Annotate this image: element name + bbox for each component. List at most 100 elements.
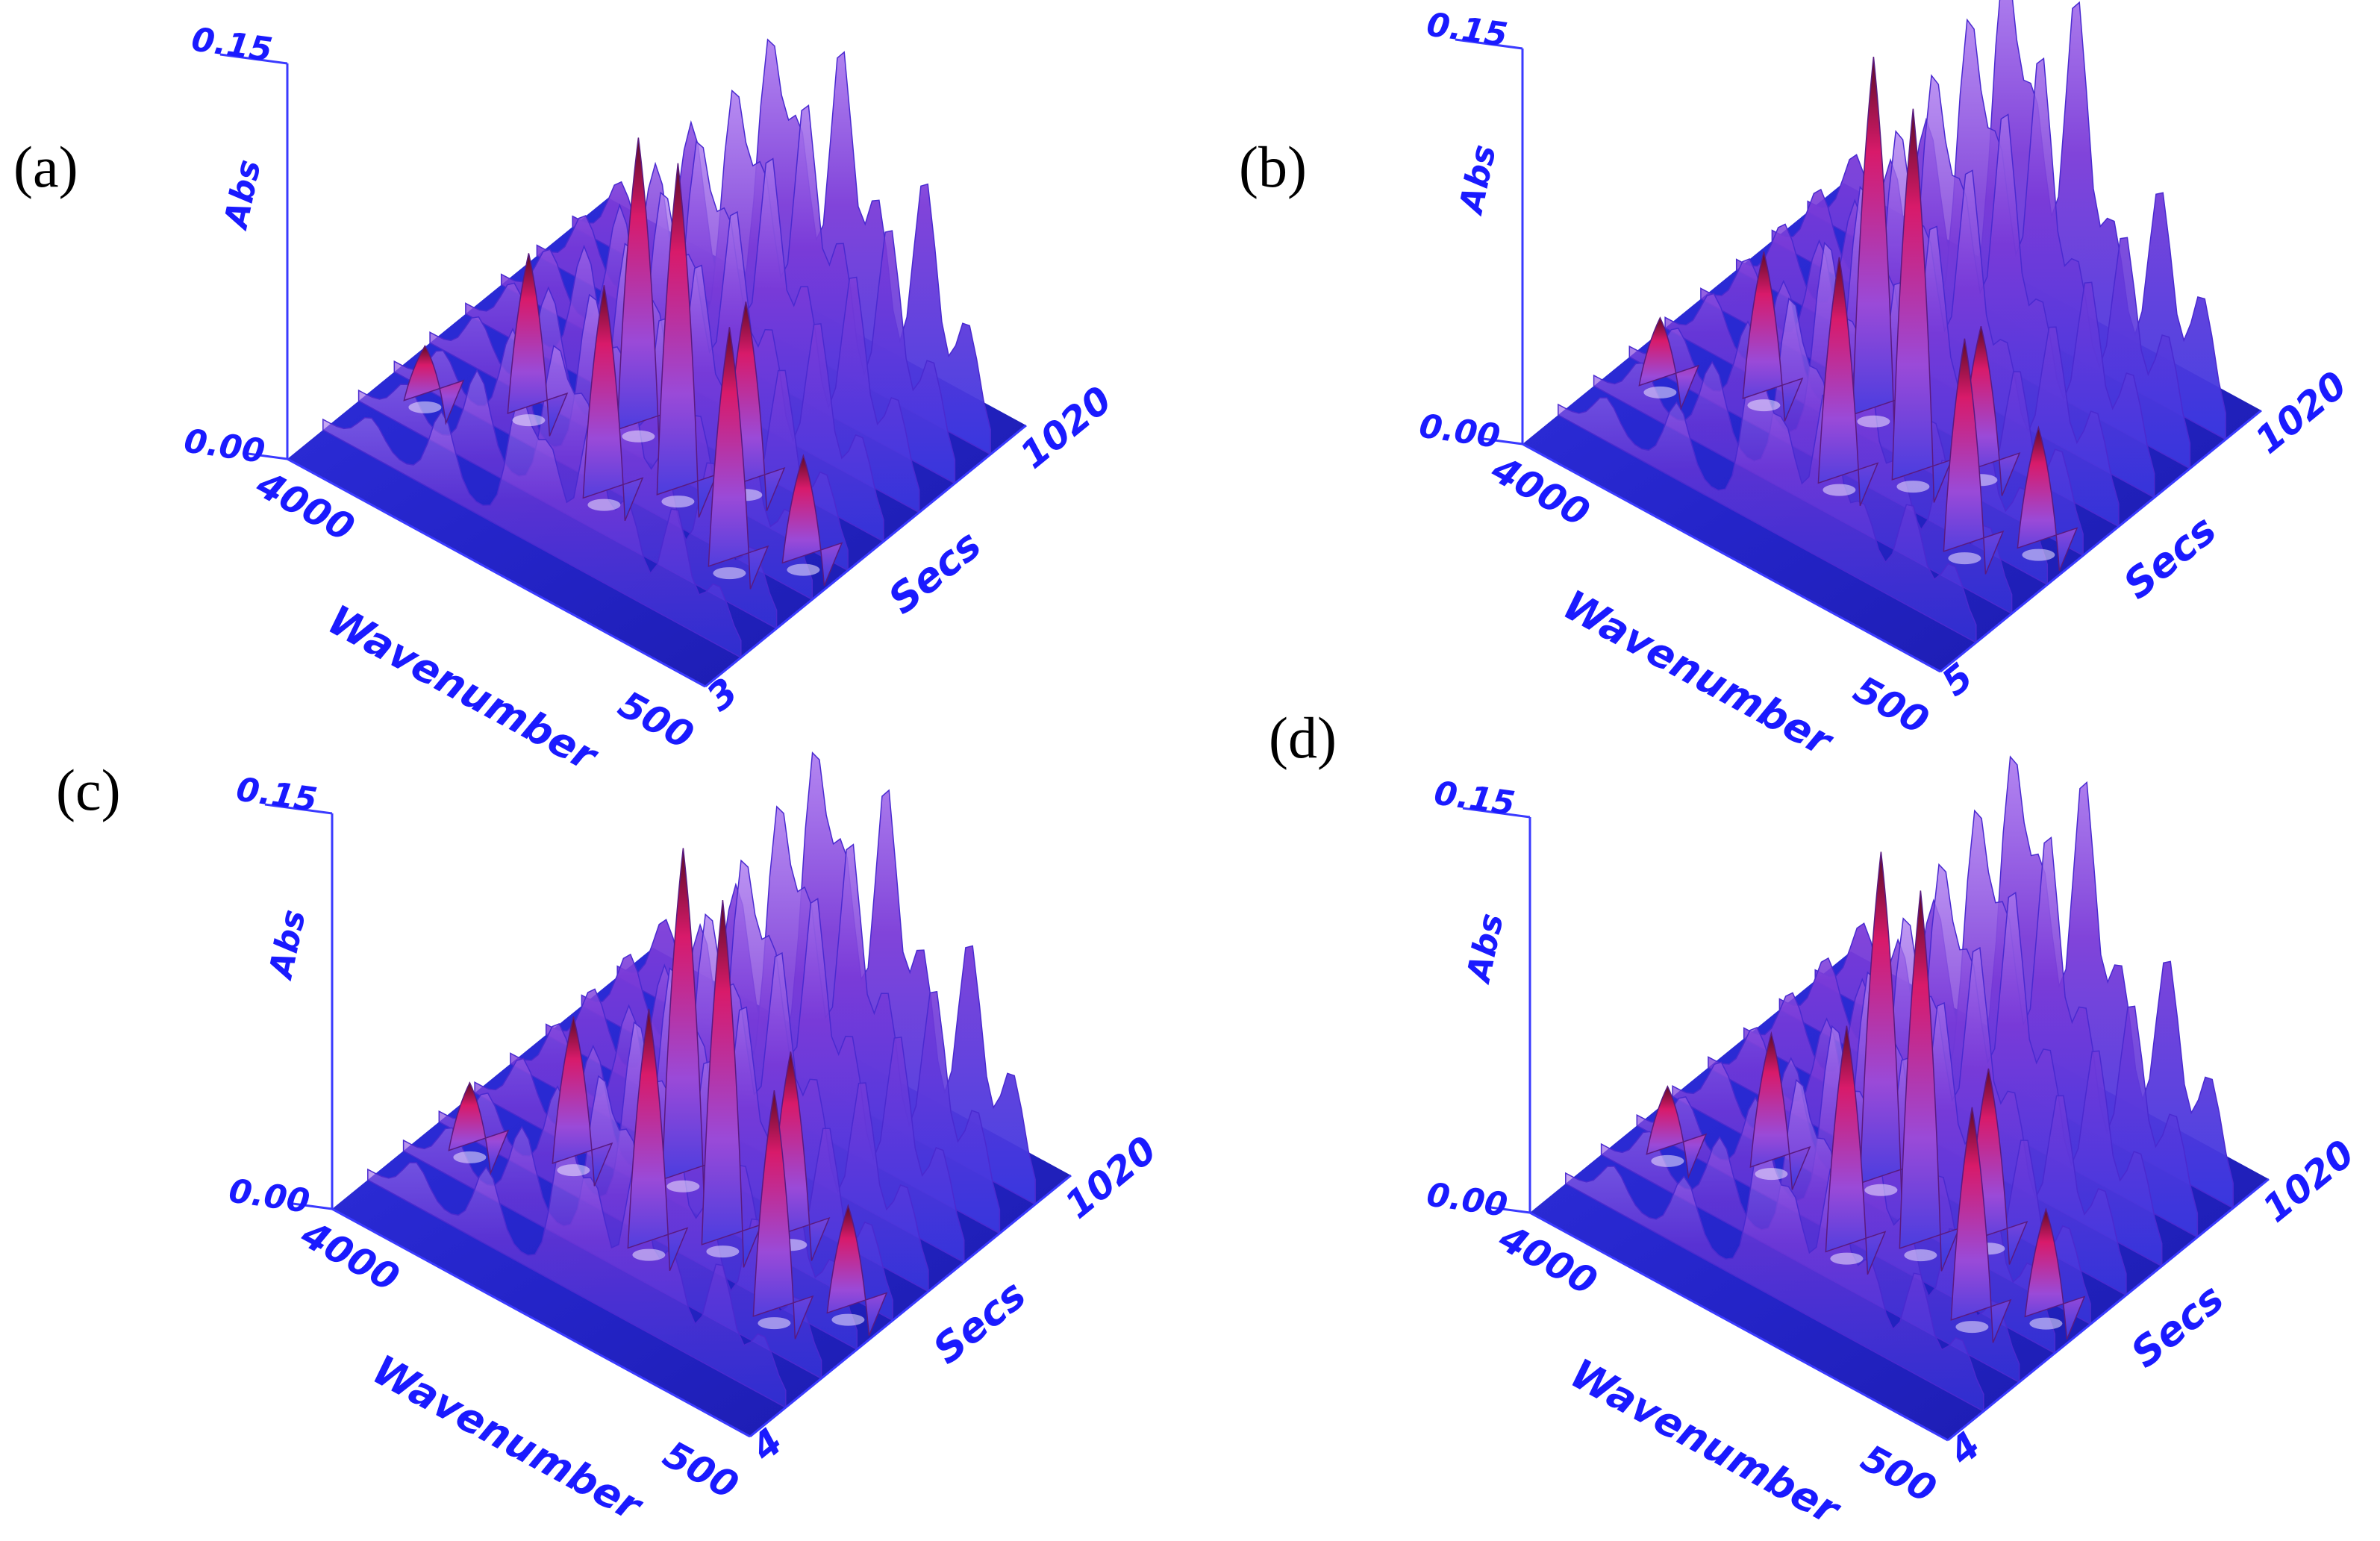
wavenumber-tick-end: 500: [1854, 1437, 1943, 1512]
time-slice-ribbon: [1565, 1133, 1984, 1413]
peak-highlight: [1651, 1154, 1684, 1167]
peak-highlight: [831, 1313, 865, 1326]
time-slice-ribbon: [322, 396, 742, 659]
abs-axis-label: Abs: [1452, 142, 1504, 219]
secs-axis-line: [705, 424, 1027, 688]
panel-label: (a): [13, 134, 78, 199]
wavenumber-tick-end: 500: [656, 1433, 745, 1508]
absorbance-peak: [552, 1016, 613, 1187]
panel-label: (d): [1269, 705, 1337, 770]
secs-axis-label: Secs: [924, 1271, 1034, 1373]
absorbance-peak: [1950, 1107, 2012, 1343]
peak-highlight: [1864, 1184, 1898, 1196]
abs-tick-max: 0.15: [1431, 774, 1517, 823]
secs-axis-label: Secs: [879, 521, 990, 623]
absorbance-peak: [627, 1008, 689, 1272]
absorbance-peak: [448, 1081, 510, 1176]
absorbance-peak: [1852, 57, 1914, 438]
absorbance-peak: [1899, 890, 1961, 1272]
peak-highlight: [787, 563, 820, 576]
abs-axis-label: Abs: [261, 907, 313, 984]
peak-highlight: [632, 1248, 666, 1261]
peak-highlight: [758, 1317, 791, 1330]
abs-tick-max: 0.15: [234, 770, 319, 819]
peak-highlight: [512, 414, 546, 427]
peak-highlight: [1643, 386, 1677, 398]
peak-highlight: [666, 1180, 700, 1193]
wavenumber-axis-line: [1529, 1211, 1949, 1442]
peak-highlight: [557, 1164, 590, 1177]
absorbance-peak: [2024, 1207, 2086, 1340]
absorbance-peak: [1859, 851, 1921, 1207]
abs-axis-tick: [242, 451, 288, 460]
peak-highlight: [622, 430, 655, 443]
secs-tick-end: 1020: [1012, 378, 1120, 477]
absorbance-peak: [708, 327, 769, 590]
abs-axis-tick: [287, 1201, 333, 1210]
peak-highlight: [661, 496, 695, 508]
peak-highlight: [1747, 399, 1781, 412]
absorbance-peak: [1943, 338, 2005, 575]
time-slice-ribbon: [367, 1128, 787, 1409]
absorbance-peak: [582, 285, 644, 522]
abs-tick-min: 0.00: [226, 1172, 312, 1221]
absorbance-peak: [1638, 316, 1700, 411]
secs-axis-label: Secs: [2122, 1275, 2232, 1377]
wavenumber-axis-line: [1522, 443, 1941, 673]
wavenumber-axis-label: Wavenumber: [365, 1346, 652, 1531]
secs-axis-label: Secs: [2114, 506, 2225, 608]
secs-tick-end: 1020: [2247, 363, 2355, 462]
abs-tick-min: 0.00: [1424, 1175, 1510, 1225]
wavenumber-tick-end: 500: [1846, 668, 1935, 743]
absorbance-peak: [1825, 1025, 1887, 1275]
absorbance-peak: [701, 899, 763, 1268]
peak-highlight: [408, 401, 442, 413]
secs-tick-end: 1020: [2255, 1131, 2363, 1231]
abs-axis-tick: [1477, 437, 1523, 446]
panel-label: (b): [1239, 134, 1307, 199]
absorbance-peak: [403, 345, 465, 425]
wavenumber-axis-label: Wavenumber: [1555, 581, 1842, 766]
absorbance-peak: [752, 1090, 814, 1340]
absorbance-peak: [1817, 257, 1879, 507]
secs-axis-line: [749, 1174, 1072, 1438]
peak-highlight: [1955, 1321, 1989, 1334]
secs-axis-line: [1940, 409, 2262, 673]
absorbance-peak: [656, 163, 718, 518]
abs-axis-cap: [1462, 807, 1531, 819]
abs-axis-tick: [1484, 1205, 1531, 1214]
wavenumber-tick-end: 500: [611, 683, 700, 758]
secs-tick-end: 1020: [1057, 1128, 1165, 1227]
absorbance-peak: [507, 253, 569, 437]
absorbance-peak: [1749, 1031, 1811, 1190]
abs-axis-label: Abs: [216, 157, 269, 234]
abs-tick-max: 0.15: [1424, 5, 1510, 54]
peak-highlight: [1948, 552, 1981, 565]
wavenumber-axis-line: [287, 457, 706, 688]
wavenumber-axis-label: Wavenumber: [320, 596, 607, 781]
abs-tick-min: 0.00: [181, 422, 267, 471]
absorbance-peak: [1646, 1085, 1708, 1180]
absorbance-peak: [1742, 251, 1804, 422]
abs-tick-min: 0.00: [1417, 407, 1502, 456]
peak-highlight: [1904, 1249, 1937, 1262]
abs-tick-max: 0.15: [189, 20, 275, 69]
abs-axis-cap: [264, 803, 333, 815]
absorbance-peak: [781, 454, 843, 587]
abs-axis-label: Abs: [1459, 910, 1511, 987]
absorbance-peak: [1891, 108, 1953, 503]
panel-label: (c): [56, 757, 121, 822]
abs-axis-cap: [1455, 38, 1523, 50]
peak-highlight: [1857, 415, 1890, 428]
absorbance-peak: [661, 848, 723, 1203]
absorbance-peak: [826, 1204, 888, 1337]
peak-highlight: [706, 1245, 740, 1258]
absorbance-peak: [2017, 425, 2078, 572]
peak-highlight: [2022, 548, 2055, 561]
wavenumber-axis-line: [331, 1207, 751, 1438]
